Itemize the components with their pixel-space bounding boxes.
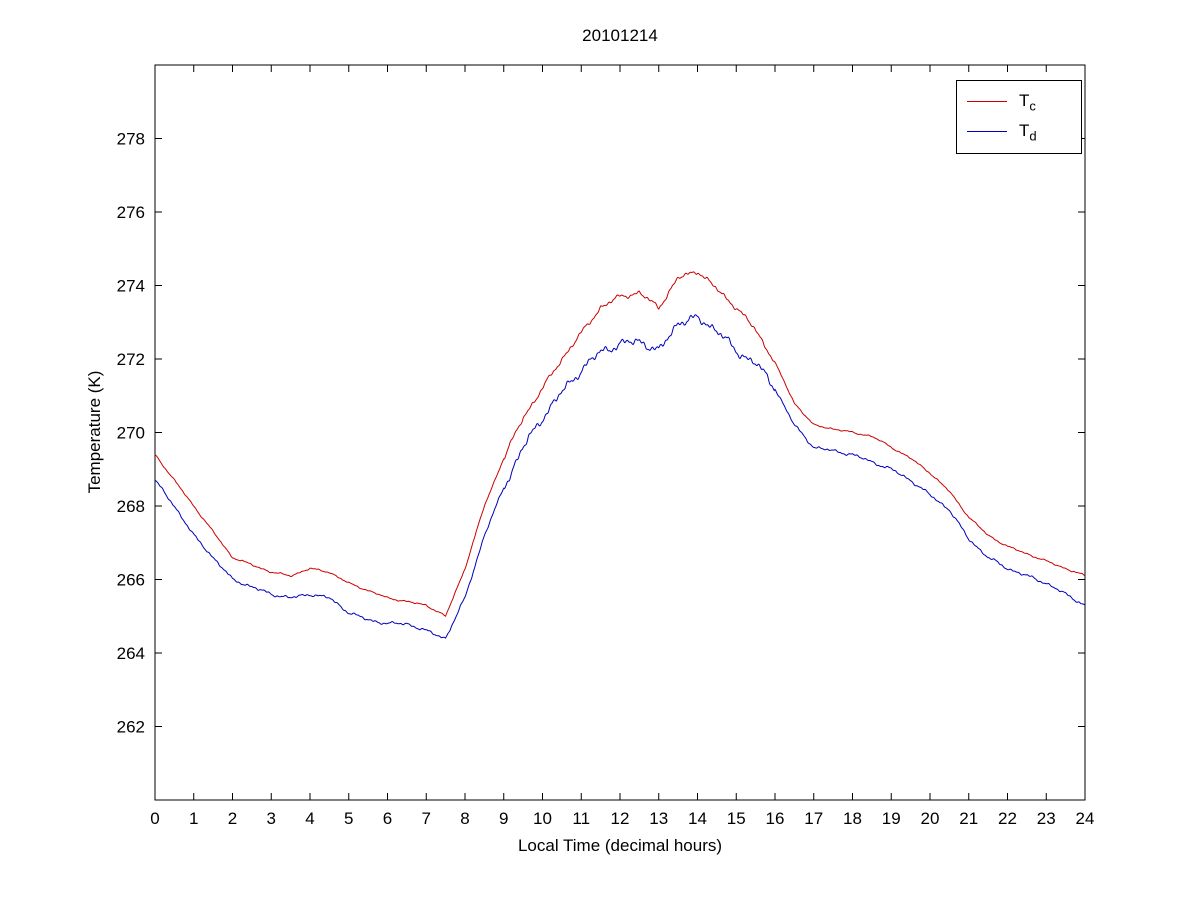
svg-text:10: 10: [533, 809, 552, 828]
svg-text:276: 276: [117, 203, 145, 222]
legend-label-td-main: T: [1019, 120, 1030, 140]
svg-text:268: 268: [117, 497, 145, 516]
series-lines: [154, 271, 1086, 639]
legend-label-td-sub: d: [1029, 128, 1037, 144]
legend-label-tc-main: T: [1019, 90, 1030, 110]
svg-text:12: 12: [611, 809, 630, 828]
legend: Tc Td: [956, 80, 1082, 154]
svg-text:4: 4: [305, 809, 314, 828]
svg-text:19: 19: [882, 809, 901, 828]
svg-text:262: 262: [117, 718, 145, 737]
svg-text:274: 274: [117, 277, 145, 296]
svg-text:0: 0: [150, 809, 159, 828]
svg-text:1: 1: [189, 809, 198, 828]
svg-text:2: 2: [228, 809, 237, 828]
x-axis-ticks: 0 1 2 3 4 5 6 7 8 9 10 11 12 13 14 15 16 17 18 19 20 21 22 23 24: [150, 65, 1094, 828]
legend-label-tc-sub: c: [1029, 98, 1036, 114]
svg-text:15: 15: [727, 809, 746, 828]
legend-label-td: Td: [1019, 122, 1037, 142]
chart-title: 20101214: [582, 26, 658, 45]
svg-text:18: 18: [843, 809, 862, 828]
svg-text:22: 22: [998, 809, 1017, 828]
legend-line-blue: [967, 131, 1007, 133]
svg-text:270: 270: [117, 424, 145, 443]
x-axis-label: Local Time (decimal hours): [517, 836, 723, 855]
svg-text:17: 17: [804, 809, 823, 828]
svg-text:9: 9: [499, 809, 508, 828]
plot-box: [154, 64, 1086, 801]
svg-text:11: 11: [572, 809, 590, 828]
legend-label-tc: Tc: [1019, 92, 1036, 112]
svg-text:24: 24: [1076, 809, 1095, 828]
svg-text:266: 266: [117, 571, 145, 590]
svg-text:264: 264: [117, 644, 145, 663]
svg-text:7: 7: [422, 809, 431, 828]
svg-text:13: 13: [649, 809, 668, 828]
line-T_c: [154, 271, 1086, 617]
svg-text:5: 5: [344, 809, 353, 828]
line-T_d: [154, 314, 1086, 639]
legend-item-td: Td: [957, 122, 1081, 142]
legend-line-red: [967, 101, 1007, 103]
svg-text:8: 8: [460, 809, 469, 828]
legend-item-tc: Tc: [957, 92, 1081, 112]
svg-text:272: 272: [117, 350, 145, 369]
y-axis-ticks: 262 264 266 268 270 272 274 276 278: [117, 130, 1085, 737]
svg-text:16: 16: [766, 809, 785, 828]
y-axis-label: Temperature (K): [85, 370, 104, 494]
svg-text:21: 21: [959, 809, 978, 828]
svg-text:23: 23: [1037, 809, 1056, 828]
svg-text:278: 278: [117, 130, 145, 149]
svg-text:14: 14: [688, 809, 707, 828]
svg-text:6: 6: [383, 809, 392, 828]
svg-text:20: 20: [921, 809, 940, 828]
svg-text:3: 3: [267, 809, 276, 828]
